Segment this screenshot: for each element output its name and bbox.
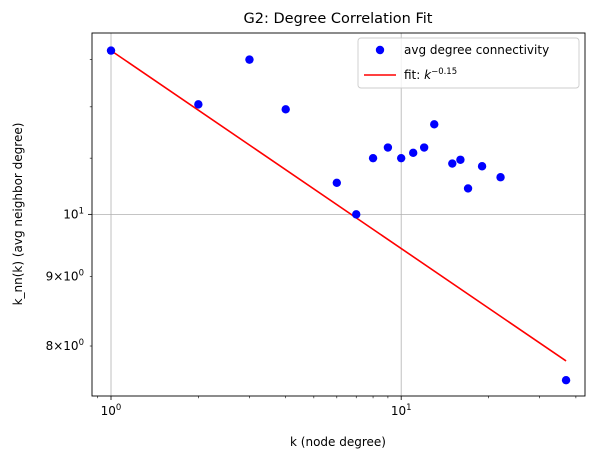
scatter-points — [106, 46, 571, 385]
grid — [92, 33, 585, 396]
x-tick-label: 101 — [391, 403, 412, 418]
y-minor-tick-label: 9×100 — [46, 269, 84, 284]
data-point — [448, 159, 457, 168]
data-point — [463, 184, 473, 193]
legend-box — [357, 37, 580, 89]
data-point — [368, 153, 378, 163]
x-axis-label: k (node degree) — [290, 435, 386, 449]
y-axis-label: k_nn(k) (avg neighbor degree) — [11, 123, 25, 306]
fit-line-layer — [110, 49, 567, 362]
data-point — [477, 162, 487, 171]
data-point — [194, 100, 203, 109]
data-point — [430, 120, 439, 129]
data-point — [456, 155, 465, 164]
legend-label-fit: fit: k−0.15 — [404, 67, 457, 82]
data-point — [419, 143, 429, 152]
y-minor-tick-label: 8×100 — [46, 338, 84, 353]
axis-ticks: 100 101 101 8×100 9×100 — [46, 59, 577, 418]
data-point — [352, 210, 361, 219]
x-tick-label: 100 — [101, 403, 122, 418]
data-point — [281, 105, 290, 114]
data-point — [383, 143, 393, 152]
data-point — [408, 148, 418, 158]
data-point — [496, 173, 505, 182]
legend-label-scatter: avg degree connectivity — [404, 43, 549, 57]
data-point — [106, 46, 116, 55]
data-point — [245, 55, 254, 64]
data-point — [396, 153, 406, 163]
y-tick-label: 101 — [63, 206, 84, 221]
data-point — [561, 375, 571, 385]
legend: avg degree connectivity fit: k−0.15 — [357, 37, 580, 89]
fit-line — [110, 49, 567, 362]
legend-marker-scatter — [375, 45, 385, 55]
data-point — [332, 178, 342, 187]
chart-title: G2: Degree Correlation Fit — [244, 11, 433, 27]
